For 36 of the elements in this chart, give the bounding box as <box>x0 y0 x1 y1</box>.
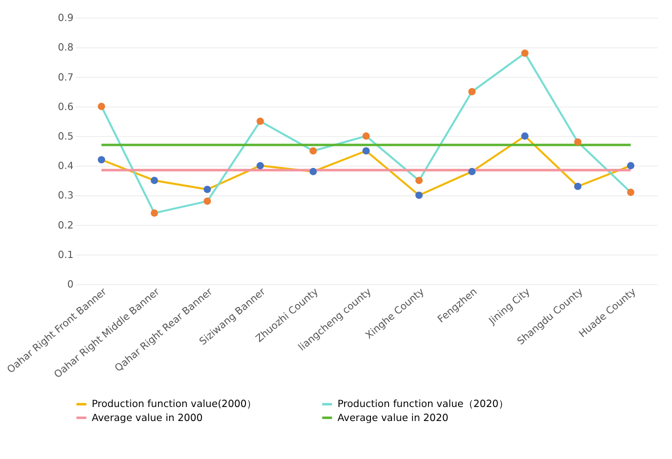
legend-label: Average value in 2020 <box>337 412 448 424</box>
point <box>415 176 423 184</box>
point <box>521 50 529 57</box>
point <box>150 176 158 184</box>
y-tick-label: 0.2 <box>58 220 74 232</box>
y-tick-label: 0.9 <box>58 13 74 24</box>
point <box>468 88 476 96</box>
point <box>256 118 264 125</box>
y-tick-label: 0.8 <box>58 42 74 54</box>
y-tick-label: 0.6 <box>58 102 74 113</box>
point <box>150 209 158 217</box>
legend-label: Production function value(2000） <box>92 399 257 410</box>
point <box>574 138 582 146</box>
point <box>627 188 634 196</box>
legend-label: Average value in 2000 <box>92 412 203 424</box>
point <box>310 168 317 176</box>
y-tick-label: 0.3 <box>58 190 74 202</box>
point <box>574 182 582 190</box>
point <box>415 192 423 199</box>
y-tick-label: 0.1 <box>58 250 74 261</box>
point <box>362 147 370 155</box>
point <box>362 132 370 140</box>
legend-label: Production function value（2020） <box>337 399 509 410</box>
point <box>98 102 106 110</box>
y-tick-label: 0 <box>67 280 74 291</box>
point <box>627 162 634 170</box>
point <box>204 198 211 205</box>
point <box>310 147 317 155</box>
point <box>521 132 529 140</box>
point <box>98 156 106 164</box>
y-tick-label: 0.5 <box>58 132 74 143</box>
point <box>204 186 211 193</box>
y-tick-label: 0.7 <box>58 72 74 84</box>
point <box>468 168 476 176</box>
y-tick-label: 0.4 <box>58 161 74 172</box>
point <box>256 162 264 170</box>
